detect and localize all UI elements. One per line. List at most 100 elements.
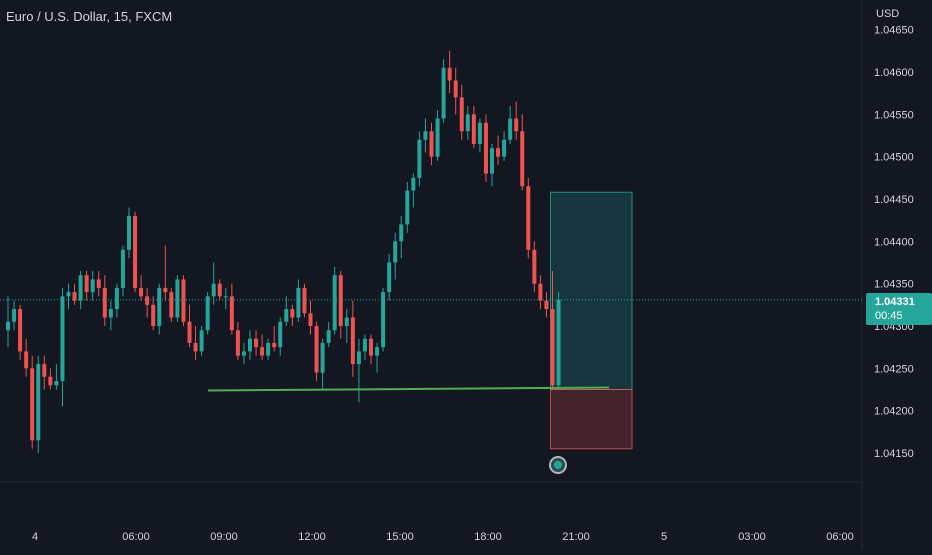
symbol-title[interactable]: Euro / U.S. Dollar, 15, FXCM <box>6 9 173 24</box>
time-tick-label: 06:00 <box>826 531 854 543</box>
candle <box>266 338 271 360</box>
candle <box>465 105 470 140</box>
time-axis[interactable]: 4 06:00 09:00 12:00 15:00 18:00 21:00 5 03:00 06:… <box>32 531 854 543</box>
candle <box>278 317 283 356</box>
candle-body <box>266 342 271 356</box>
candle <box>217 279 222 301</box>
currency-label[interactable]: USD <box>876 8 900 20</box>
candle-body <box>508 118 513 140</box>
time-tick-label: 4 <box>32 531 38 543</box>
candle-body <box>90 279 95 293</box>
candle <box>302 283 307 318</box>
candle <box>151 296 156 331</box>
candle-body <box>223 296 228 298</box>
price-tick-label: 1.04350 <box>874 279 914 291</box>
candle-body <box>211 283 216 297</box>
price-tick-label: 1.04250 <box>874 363 914 375</box>
candle-body <box>411 177 416 191</box>
candle <box>157 283 162 335</box>
candle <box>369 334 373 365</box>
price-tick-label: 1.04200 <box>874 406 914 418</box>
time-tick-label: 06:00 <box>122 531 150 543</box>
candle <box>508 105 513 144</box>
candle-body <box>326 330 331 343</box>
candle-body <box>187 321 192 343</box>
candle <box>344 309 349 343</box>
candle-body <box>42 364 47 377</box>
candle <box>133 211 138 293</box>
candle <box>205 292 210 335</box>
candle-body <box>248 338 252 352</box>
candle <box>435 110 440 161</box>
candle <box>248 330 252 360</box>
candle-body <box>96 279 101 288</box>
price-tick-label: 1.04550 <box>874 109 914 121</box>
candle-body <box>169 292 174 318</box>
candle-body <box>296 287 301 318</box>
candle-body <box>260 347 265 356</box>
candle <box>120 245 125 297</box>
candle <box>350 300 355 377</box>
candle-body <box>6 321 10 331</box>
price-tick-label: 1.04500 <box>874 152 914 164</box>
candle <box>338 270 343 339</box>
candle <box>42 355 47 390</box>
candle-body <box>157 287 162 326</box>
candle-body <box>496 148 501 157</box>
candle-body <box>477 122 482 144</box>
candle <box>532 241 537 293</box>
candle <box>54 364 59 390</box>
candle-body <box>453 80 458 98</box>
candle-body <box>471 114 476 144</box>
candle-body <box>375 347 380 356</box>
candle <box>193 326 198 360</box>
candle <box>490 143 494 187</box>
candle <box>332 266 337 335</box>
candle-body <box>278 321 283 348</box>
candle <box>290 304 295 326</box>
candle <box>169 287 174 322</box>
time-tick-label: 03:00 <box>738 531 766 543</box>
loss-zone <box>550 389 633 450</box>
price-axis[interactable]: 1.041501.042001.042501.043001.043501.044… <box>874 25 914 460</box>
candle <box>30 355 35 449</box>
candle <box>387 254 392 301</box>
candle <box>526 177 531 259</box>
candle-body <box>544 300 549 310</box>
candle <box>496 135 501 166</box>
time-tick-label: 18:00 <box>474 531 502 543</box>
candle <box>18 304 23 360</box>
candle <box>229 283 234 335</box>
candle <box>284 296 289 326</box>
candle-body <box>229 296 234 331</box>
position-tool[interactable] <box>550 191 633 450</box>
candle <box>314 321 319 382</box>
candle-body <box>139 287 144 297</box>
price-tick-label: 1.04400 <box>874 236 914 248</box>
candle <box>393 232 398 280</box>
time-tick-label: 21:00 <box>562 531 590 543</box>
candle <box>550 270 555 390</box>
candle <box>78 270 83 310</box>
price-tick-label: 1.04150 <box>874 448 914 460</box>
candle-body <box>133 215 138 288</box>
candle-body <box>532 249 537 284</box>
candles <box>6 50 561 453</box>
candle-body <box>362 338 367 352</box>
candle-body <box>465 114 470 132</box>
candle <box>296 279 301 322</box>
alert-marker-icon[interactable] <box>549 456 567 474</box>
candle <box>520 114 525 191</box>
candle <box>502 131 507 161</box>
candle-body <box>272 342 277 348</box>
candle <box>235 321 240 360</box>
candle-body <box>556 299 561 386</box>
candle-body <box>447 67 452 81</box>
candle <box>60 287 65 407</box>
candle-body <box>538 283 543 301</box>
candle-body <box>350 317 355 365</box>
candle <box>114 283 119 318</box>
bar-countdown: 00:45 <box>875 310 903 322</box>
